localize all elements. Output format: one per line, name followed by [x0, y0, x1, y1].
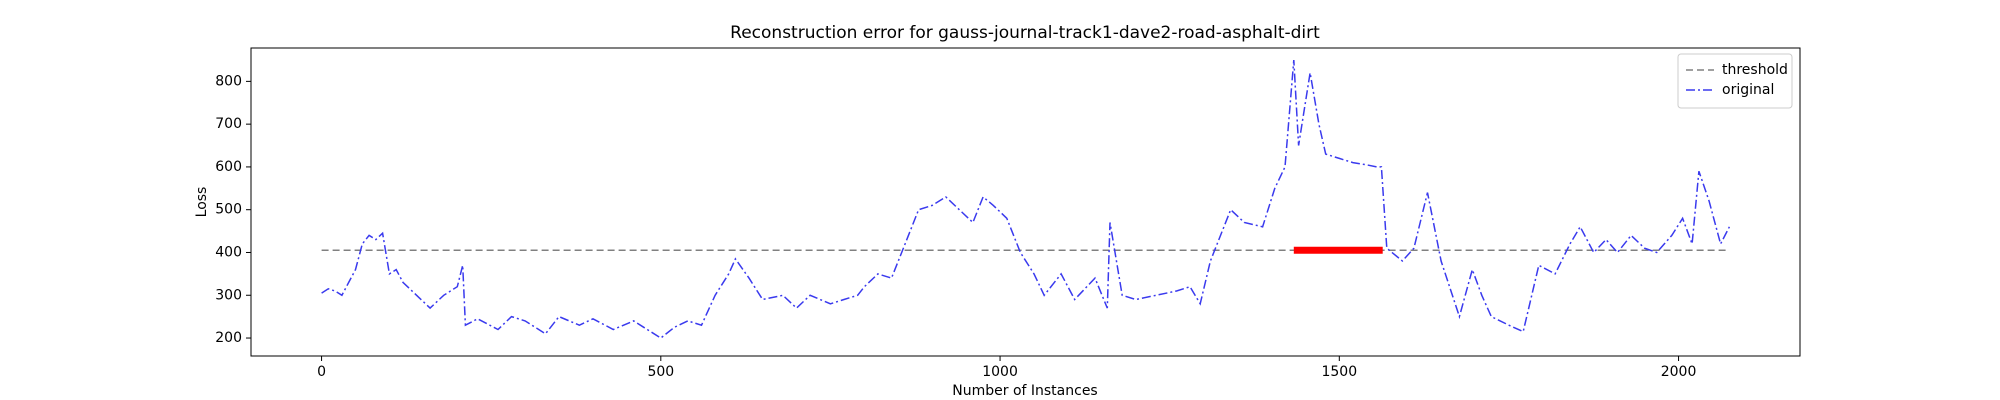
y-tick-label: 700: [215, 116, 242, 132]
x-tick-label: 1000: [982, 364, 1018, 380]
legend-label: original: [1722, 82, 1774, 98]
y-tick-label: 600: [215, 159, 242, 175]
x-tick-label: 1500: [1321, 364, 1357, 380]
y-tick-label: 400: [215, 244, 242, 260]
legend-label: threshold: [1722, 62, 1788, 78]
x-tick-label: 500: [647, 364, 674, 380]
y-tick-label: 200: [215, 330, 242, 346]
series-line: [321, 59, 1731, 339]
chart-title: Reconstruction error for gauss-journal-t…: [730, 23, 1320, 43]
y-tick-label: 800: [215, 73, 242, 89]
x-axis-label: Number of Instances: [952, 383, 1097, 399]
y-tick-label: 500: [215, 202, 242, 218]
x-tick-label: 0: [317, 364, 326, 380]
y-tick-label: 300: [215, 287, 242, 303]
x-tick-label: 2000: [1661, 364, 1697, 380]
legend-box: [1677, 53, 1793, 109]
plot-frame: [250, 47, 1801, 357]
y-axis-label: Loss: [194, 187, 210, 218]
